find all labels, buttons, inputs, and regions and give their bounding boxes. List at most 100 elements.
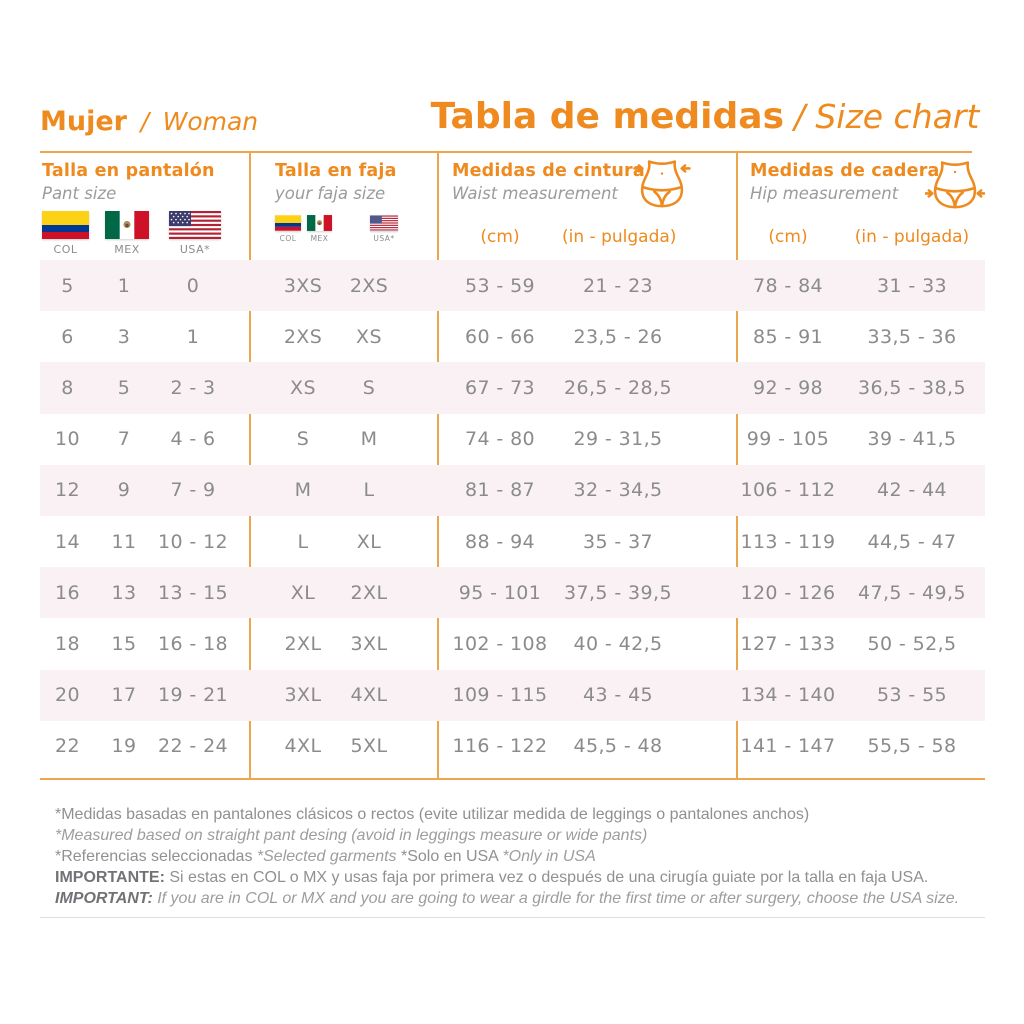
faja-size-colmex-cell: 4XL xyxy=(284,735,322,758)
hip-cm-cell: 141 - 147 xyxy=(740,735,836,758)
faja-size-usa-cell: 2XS xyxy=(349,274,389,297)
footnote-references: *Referencias seleccionadas *Selected gar… xyxy=(55,848,596,865)
pant-size-col-cell: 5 xyxy=(61,274,74,297)
colombia-flag-icon xyxy=(42,211,89,239)
table-row: 12 9 7 - 9 M L 81 - 87 32 - 34,5 106 - 1… xyxy=(40,464,985,516)
faja-size-usa-cell: M xyxy=(360,428,378,451)
faja-size-usa-cell: 2XL xyxy=(350,581,388,604)
faja-size-usa-cell: 3XL xyxy=(350,632,388,655)
colombia-flag-label: COL xyxy=(53,243,78,256)
faja-size-colmex-cell: 2XS xyxy=(283,325,323,348)
usa-flag-icon xyxy=(370,215,398,231)
section-title-separator: / xyxy=(140,107,150,136)
waist-in-cell: 45,5 - 48 xyxy=(573,735,663,758)
hip-in-cell: 36,5 - 38,5 xyxy=(858,376,966,399)
hip-cm-cell: 85 - 91 xyxy=(752,325,824,348)
waist-cm-cell: 109 - 115 xyxy=(452,684,548,707)
hip-cm-cell: 92 - 98 xyxy=(752,376,824,399)
hip-cm-cell: 127 - 133 xyxy=(740,632,836,655)
faja-size-colmex-cell: M xyxy=(294,479,312,502)
column-header-waist: Medidas de cintura Waist measurement xyxy=(452,161,645,203)
pant-size-mex-cell: 7 xyxy=(117,428,131,451)
hip-in-cell: 55,5 - 58 xyxy=(867,735,957,758)
waist-in-cell: 35 - 37 xyxy=(582,530,654,553)
pant-size-usa-cell: 2 - 3 xyxy=(170,376,216,399)
faja-size-colmex-cell: 2XL xyxy=(284,632,322,655)
mexico-flag-icon xyxy=(105,211,149,239)
page-title: Tabla de medidas / Size chart xyxy=(420,96,990,137)
pant-size-col-cell: 20 xyxy=(55,684,80,707)
waist-cm-cell: 67 - 73 xyxy=(464,376,536,399)
waist-in-cell: 43 - 45 xyxy=(582,684,654,707)
hip-cm-cell: 106 - 112 xyxy=(740,479,836,502)
hip-cm-unit-label: (cm) xyxy=(768,227,808,247)
footnotes: *Medidas basadas en pantalones clásicos … xyxy=(55,804,985,909)
footnote-important-es: IMPORTANTE: Si estas en COL o MX y usas … xyxy=(55,869,929,886)
hip-in-cell: 44,5 - 47 xyxy=(867,530,957,553)
hip-in-cell: 53 - 55 xyxy=(876,684,948,707)
table-bottom-border xyxy=(40,778,985,780)
pant-size-usa-cell: 16 - 18 xyxy=(157,632,229,655)
hip-measurement-icon xyxy=(925,161,985,209)
footnote-measure-en: *Measured based on straight pant desing … xyxy=(55,827,648,844)
footer-divider xyxy=(40,917,985,918)
pant-size-usa-cell: 0 xyxy=(186,274,200,297)
hip-cm-cell: 99 - 105 xyxy=(746,428,830,451)
faja-size-subtitle: your faja size xyxy=(275,184,386,203)
mexico-flag-icon xyxy=(307,215,332,231)
mexico-flag-label: MEX xyxy=(310,234,329,243)
faja-size-usa-cell: XS xyxy=(356,325,382,348)
waist-cm-unit-label: (cm) xyxy=(480,227,520,247)
pant-size-col-cell: 18 xyxy=(55,632,80,655)
pant-size-col-cell: 12 xyxy=(55,479,80,502)
waist-in-unit-label: (in - pulgada) xyxy=(562,227,677,247)
faja-size-usa-cell: L xyxy=(363,479,375,502)
table-top-border xyxy=(40,151,972,153)
waist-in-cell: 32 - 34,5 xyxy=(573,479,663,502)
table-row: 20 17 19 - 21 3XL 4XL 109 - 115 43 - 45 … xyxy=(40,669,985,721)
pant-size-mex-cell: 11 xyxy=(111,530,137,553)
column-header-pant-size: Talla en pantalón Pant size COL MEX xyxy=(42,161,248,256)
hip-in-cell: 39 - 41,5 xyxy=(867,428,957,451)
hip-in-cell: 33,5 - 36 xyxy=(867,325,957,348)
faja-size-colmex-cell: L xyxy=(297,530,309,553)
waist-in-cell: 40 - 42,5 xyxy=(573,632,663,655)
pant-size-col-cell: 16 xyxy=(55,581,80,604)
pant-size-usa-cell: 13 - 15 xyxy=(157,581,229,604)
waist-subtitle: Waist measurement xyxy=(452,184,618,203)
faja-size-usa-cell: XL xyxy=(356,530,382,553)
page-title-en: Size chart xyxy=(815,97,980,136)
waist-cm-cell: 74 - 80 xyxy=(464,428,536,451)
faja-size-title: Talla en faja xyxy=(275,161,397,181)
mexico-flag-block-small: MEX xyxy=(307,215,332,243)
hip-cm-cell: 113 - 119 xyxy=(740,530,836,553)
waist-title: Medidas de cintura xyxy=(452,161,645,181)
hip-in-unit-label: (in - pulgada) xyxy=(854,227,970,247)
table-row: 5 1 0 3XS 2XS 53 - 59 21 - 23 78 - 84 31… xyxy=(40,260,985,312)
section-title-en: Woman xyxy=(162,107,259,136)
faja-size-colmex-cell: S xyxy=(296,428,310,451)
faja-size-usa-cell: 4XL xyxy=(350,684,388,707)
table-row: 10 7 4 - 6 S M 74 - 80 29 - 31,5 99 - 10… xyxy=(40,414,985,465)
mexico-flag-label: MEX xyxy=(114,243,140,256)
pant-size-mex-cell: 17 xyxy=(111,684,137,707)
pant-size-col-cell: 10 xyxy=(55,428,80,451)
waist-measurement-icon xyxy=(633,160,691,208)
footnote-important-en: IMPORTANT: If you are in COL or MX and y… xyxy=(55,890,960,907)
page-title-es: Tabla de medidas xyxy=(430,96,785,137)
usa-flag-block-small: USA* xyxy=(370,215,398,243)
colombia-flag-label: COL xyxy=(279,234,297,243)
unit-header-row: (cm) (in - pulgada) (cm) (in - pulgada) xyxy=(40,220,985,254)
pant-size-usa-cell: 19 - 21 xyxy=(157,684,229,707)
table-row: 8 5 2 - 3 XS S 67 - 73 26,5 - 28,5 92 - … xyxy=(40,362,985,414)
waist-cm-cell: 88 - 94 xyxy=(464,530,536,553)
colombia-flag-icon xyxy=(275,215,301,231)
pant-size-subtitle: Pant size xyxy=(42,184,117,203)
table-body: 5 1 0 3XS 2XS 53 - 59 21 - 23 78 - 84 31… xyxy=(40,260,985,772)
pant-size-col-cell: 14 xyxy=(55,530,80,553)
page-title-separator: / xyxy=(794,97,806,136)
pant-size-mex-cell: 1 xyxy=(117,274,131,297)
pant-size-mex-cell: 3 xyxy=(117,325,131,348)
section-title-es: Mujer xyxy=(40,106,127,137)
